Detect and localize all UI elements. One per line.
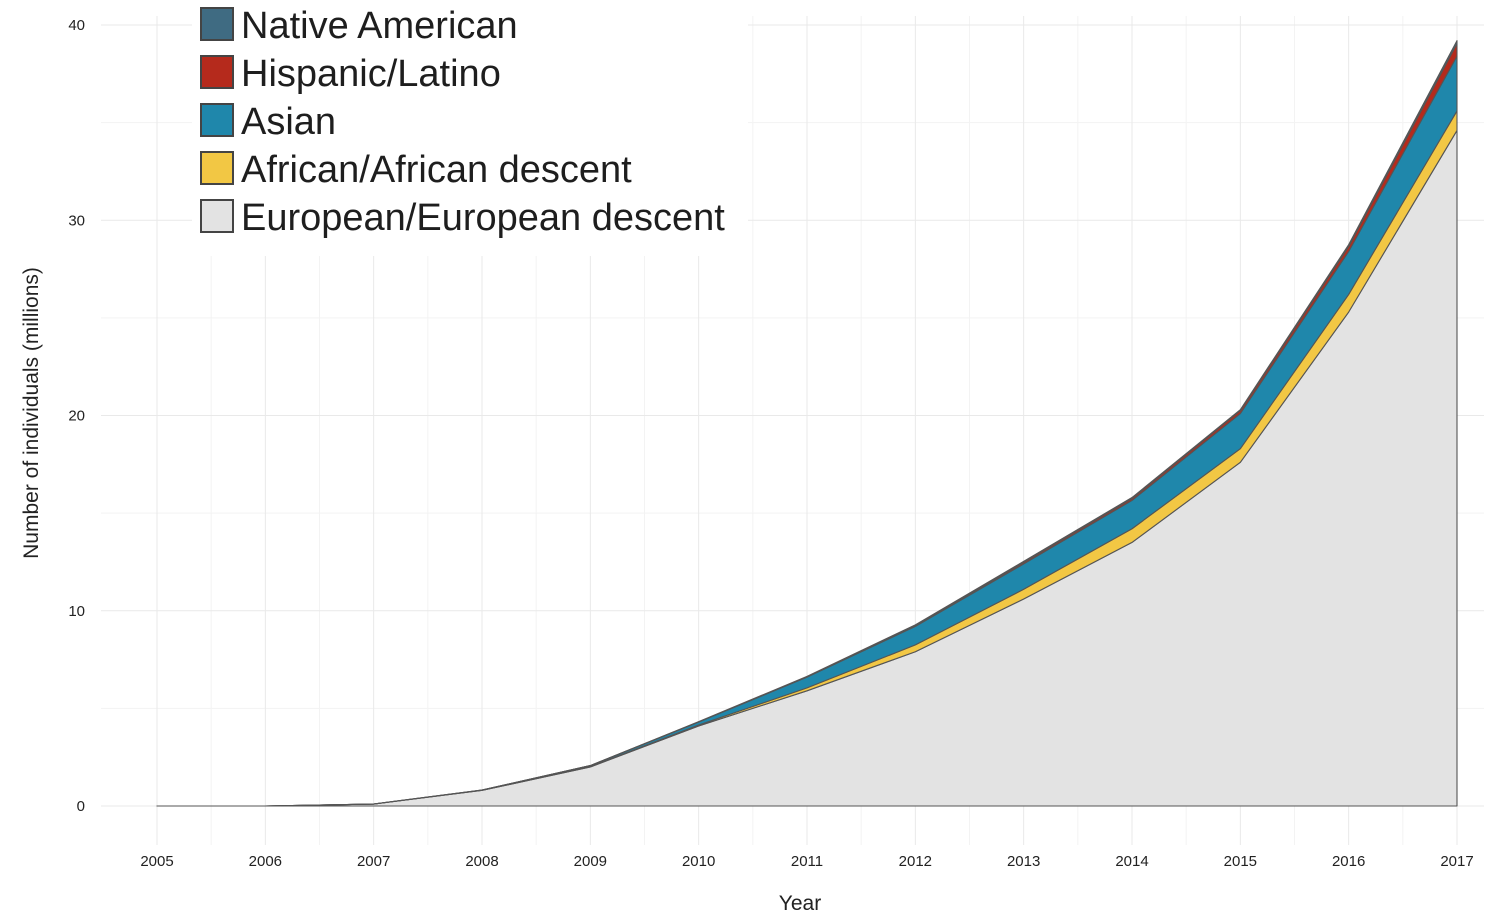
x-tick-label: 2011 — [791, 853, 823, 870]
legend-label-european-european-descent: European/European descent — [241, 197, 725, 239]
area-series-group — [156, 40, 1458, 807]
legend-background — [192, 0, 748, 256]
x-axis-title: Year — [779, 892, 821, 915]
y-tick-label: 30 — [68, 212, 85, 229]
x-tick-label: 2008 — [465, 853, 498, 870]
legend: Native American Hispanic/Latino Asian Afric… — [192, 0, 748, 256]
y-axis-ticks: 0 10 20 30 40 — [68, 17, 85, 815]
x-tick-label: 2010 — [682, 853, 715, 870]
legend-swatch-asian — [200, 103, 234, 137]
legend-swatch-european-european-descent — [200, 199, 234, 233]
x-tick-label: 2006 — [249, 853, 282, 870]
x-tick-label: 2009 — [574, 853, 607, 870]
y-axis-title: Number of individuals (millions) — [20, 267, 43, 559]
x-tick-label: 2017 — [1440, 853, 1473, 870]
legend-swatch-hispanic-latino — [200, 55, 234, 89]
x-tick-label: 2007 — [357, 853, 390, 870]
legend-label-asian: Asian — [241, 101, 336, 143]
x-tick-label: 2012 — [899, 853, 932, 870]
y-tick-label: 0 — [77, 798, 85, 815]
area-native-american — [156, 40, 1458, 807]
legend-label-african-african-descent: African/African descent — [241, 149, 632, 191]
y-tick-label: 20 — [68, 408, 85, 425]
x-tick-label: 2013 — [1007, 853, 1040, 870]
legend-swatch-african-african-descent — [200, 151, 234, 185]
y-tick-label: 10 — [68, 603, 85, 620]
x-tick-label: 2015 — [1224, 853, 1257, 870]
y-tick-label: 40 — [68, 17, 85, 34]
x-axis-ticks: 2005 2006 2007 2008 2009 2010 2011 2012 2013 2014… — [140, 853, 1473, 870]
x-tick-label: 2016 — [1332, 853, 1365, 870]
legend-label-native-american: Native American — [241, 5, 518, 47]
x-tick-label: 2014 — [1115, 853, 1148, 870]
x-tick-label: 2005 — [140, 853, 173, 870]
legend-swatch-native-american — [200, 7, 234, 41]
legend-label-hispanic-latino: Hispanic/Latino — [241, 53, 501, 95]
